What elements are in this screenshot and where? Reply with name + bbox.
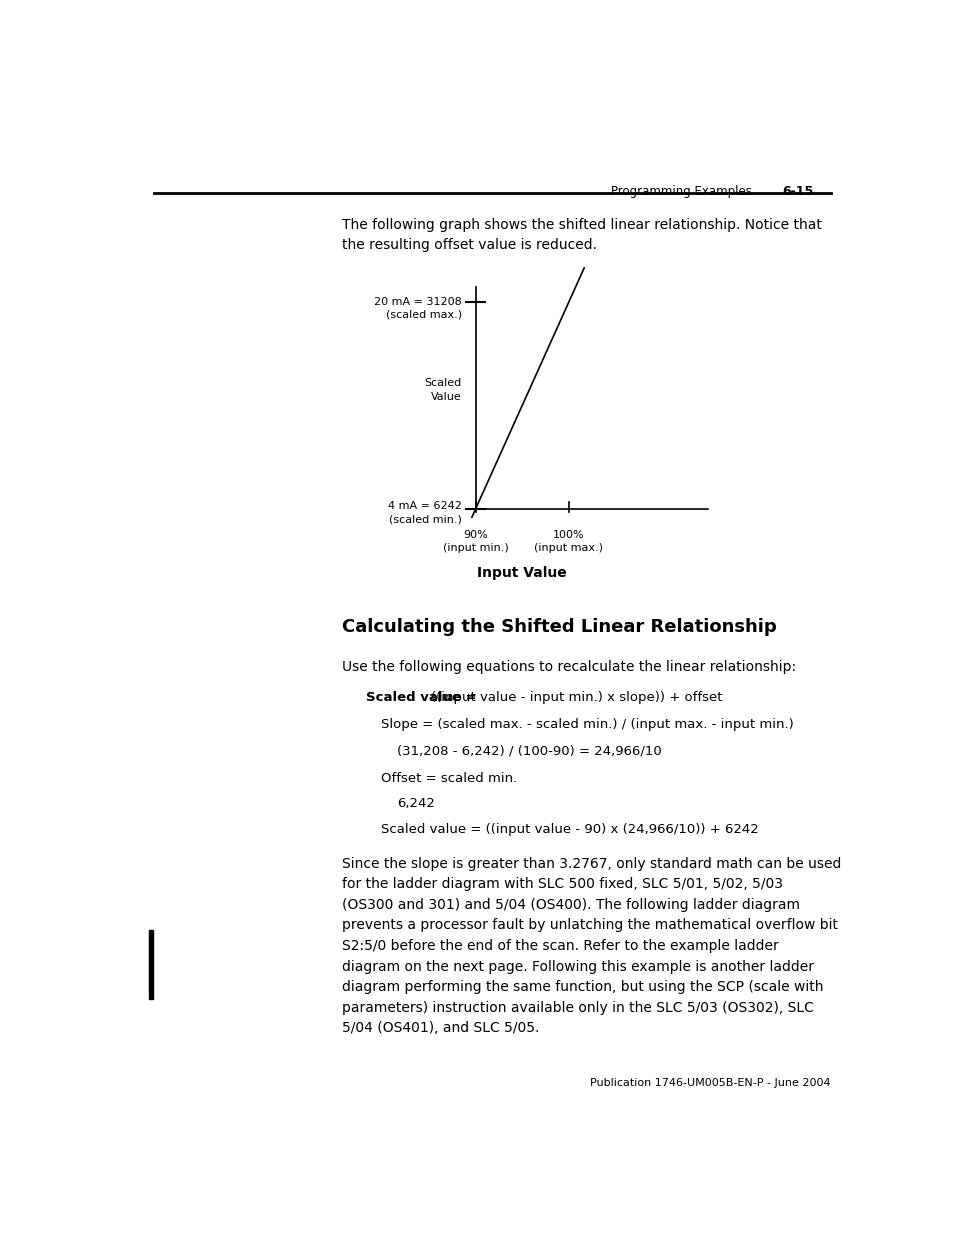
Text: 6-15: 6-15 bbox=[781, 185, 812, 198]
Text: ((input value - input min.) x slope)) + offset: ((input value - input min.) x slope)) + … bbox=[431, 692, 721, 704]
Text: Scaled value = ((input value - 90) x (24,966/10)) + 6242: Scaled value = ((input value - 90) x (24… bbox=[381, 823, 759, 836]
Text: Use the following equations to recalculate the linear relationship:: Use the following equations to recalcula… bbox=[342, 661, 796, 674]
Text: Programming Examples: Programming Examples bbox=[611, 185, 752, 198]
Text: Input Value: Input Value bbox=[476, 567, 566, 580]
Text: 6,242: 6,242 bbox=[396, 798, 435, 810]
Bar bbox=[149, 930, 153, 999]
Text: 4 mA = 6242
(scaled min.): 4 mA = 6242 (scaled min.) bbox=[388, 501, 461, 524]
Text: (31,208 - 6,242) / (100-90) = 24,966/10: (31,208 - 6,242) / (100-90) = 24,966/10 bbox=[396, 745, 660, 758]
Text: Calculating the Shifted Linear Relationship: Calculating the Shifted Linear Relations… bbox=[342, 618, 777, 636]
Text: Publication 1746-UM005B-EN-P - June 2004: Publication 1746-UM005B-EN-P - June 2004 bbox=[590, 1078, 830, 1088]
Text: 20 mA = 31208
(scaled max.): 20 mA = 31208 (scaled max.) bbox=[374, 296, 461, 320]
Text: Offset = scaled min.: Offset = scaled min. bbox=[381, 772, 517, 785]
Text: Since the slope is greater than 3.2767, only standard math can be used
for the l: Since the slope is greater than 3.2767, … bbox=[342, 857, 841, 1035]
Text: The following graph shows the shifted linear relationship. Notice that
the resul: The following graph shows the shifted li… bbox=[342, 217, 821, 252]
Text: Slope = (scaled max. - scaled min.) / (input max. - input min.): Slope = (scaled max. - scaled min.) / (i… bbox=[381, 718, 793, 731]
Text: Scaled
Value: Scaled Value bbox=[424, 378, 461, 401]
Text: Scaled value =: Scaled value = bbox=[365, 692, 480, 704]
Text: 90%
(input min.): 90% (input min.) bbox=[442, 530, 508, 553]
Text: 100%
(input max.): 100% (input max.) bbox=[534, 530, 602, 553]
